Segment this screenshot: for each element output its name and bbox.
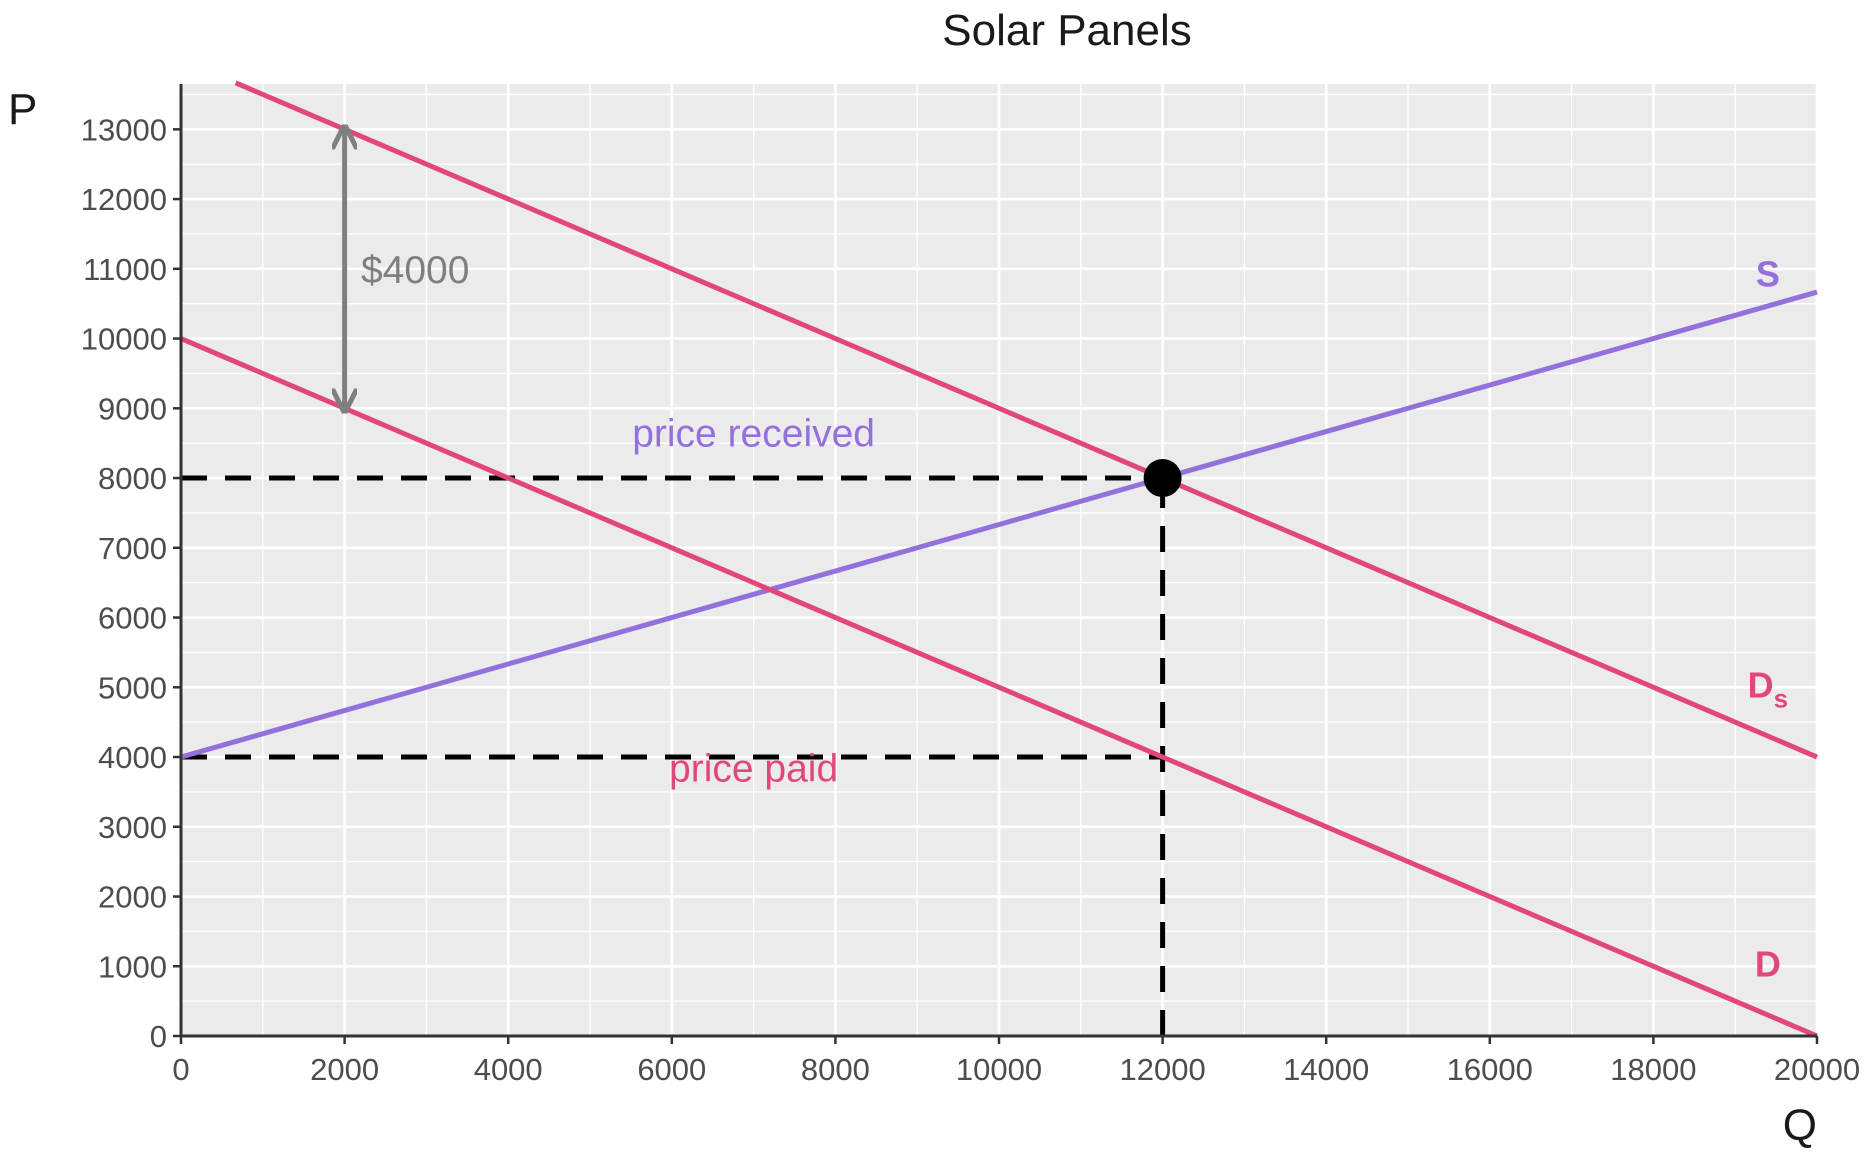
y-tick-label: 8000 (98, 461, 167, 496)
x-tick-label: 18000 (1610, 1052, 1696, 1087)
y-tick-label: 12000 (81, 182, 167, 217)
series-line-ds (234, 80, 1818, 760)
y-tick-label: 10000 (81, 322, 167, 357)
x-ticks: 0 2000 4000 6000 8000 10000 12000 14000 16000 180… (172, 1036, 1860, 1087)
y-tick-label: 1000 (98, 949, 167, 984)
x-tick-label: 12000 (1119, 1052, 1205, 1087)
x-tick-label: 20000 (1774, 1052, 1860, 1087)
y-tick-label: 0 (150, 1019, 167, 1054)
series-line-s (180, 289, 1818, 760)
y-axis-title: P (8, 85, 37, 134)
y-tick-label: 6000 (98, 601, 167, 636)
x-tick-label: 0 (172, 1052, 189, 1087)
y-tick-label: 11000 (83, 252, 167, 287)
y-tick-label: 13000 (81, 112, 167, 147)
chart-title: Solar Panels (942, 6, 1191, 55)
y-tick-label: 3000 (98, 810, 167, 845)
y-ticks: 0 1000 2000 3000 4000 5000 6000 7000 8000 9000 100… (81, 112, 181, 1054)
y-tick-label: 2000 (98, 880, 167, 915)
y-tick-label: 5000 (98, 670, 167, 705)
x-axis-title: Q (1783, 1101, 1817, 1150)
annotation-label: price received (632, 413, 875, 456)
x-tick-label: 8000 (801, 1052, 870, 1087)
curve-label-subscript: s (1774, 684, 1788, 714)
equilibrium-point (1143, 459, 1182, 498)
x-tick-label: 2000 (310, 1052, 379, 1087)
annotation-label: price paid (669, 747, 838, 790)
y-tick-label: 4000 (98, 740, 167, 775)
x-tick-label: 10000 (956, 1052, 1042, 1087)
x-tick-label: 14000 (1283, 1052, 1369, 1087)
x-tick-label: 16000 (1447, 1052, 1533, 1087)
axes: 0 2000 4000 6000 8000 10000 12000 14000 16000 180… (81, 84, 1860, 1087)
series-group (180, 80, 1818, 1039)
curve-label: S (1756, 253, 1780, 294)
annotation-label: $4000 (361, 249, 469, 292)
y-tick-label: 9000 (98, 391, 167, 426)
series-line-d (180, 336, 1818, 1039)
y-tick-label: 7000 (98, 531, 167, 566)
markers (1143, 459, 1182, 498)
x-tick-label: 6000 (637, 1052, 706, 1087)
x-tick-label: 4000 (474, 1052, 543, 1087)
curve-label: D (1755, 944, 1781, 985)
